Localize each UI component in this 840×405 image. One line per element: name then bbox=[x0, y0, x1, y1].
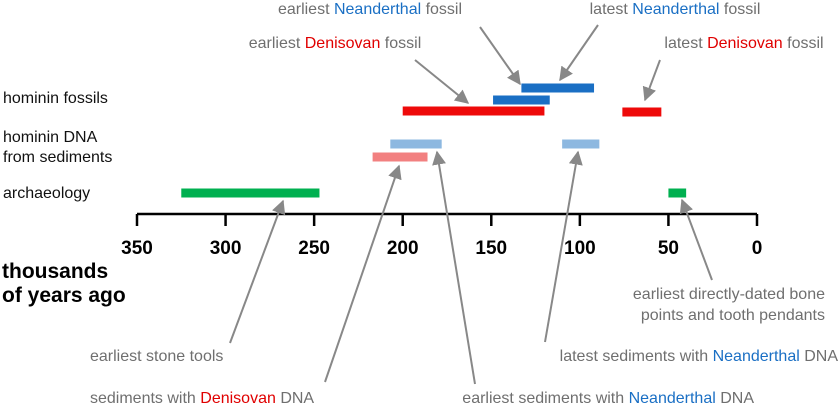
range-bar bbox=[181, 188, 320, 198]
annotation: earliest Neanderthal fossil bbox=[278, 1, 462, 18]
range-bar bbox=[493, 95, 550, 105]
annotation-part: sediments with bbox=[90, 390, 200, 405]
annotation-part: Denisovan bbox=[200, 390, 276, 405]
x-tick-label: 350 bbox=[121, 238, 153, 259]
annotation-part: DNA bbox=[800, 348, 839, 365]
arrow bbox=[479, 26, 521, 86]
annotation: latest Neanderthal fossil bbox=[590, 1, 761, 18]
range-bar bbox=[622, 107, 662, 117]
annotation-part: earliest bbox=[278, 1, 334, 18]
annotation-part: Neanderthal bbox=[632, 1, 719, 18]
range-bar bbox=[668, 188, 687, 198]
annotation-part: fossil bbox=[421, 1, 462, 18]
arrow bbox=[432, 150, 476, 385]
annotation-part: fossil bbox=[380, 35, 421, 52]
range-bar bbox=[562, 139, 600, 149]
annotation: earliest Denisovan fossil bbox=[249, 35, 422, 52]
annotation-part: latest bbox=[590, 1, 633, 18]
annotation-part: latest bbox=[664, 35, 707, 52]
annotation-part: Neanderthal bbox=[629, 390, 716, 405]
row-label: archaeology bbox=[3, 185, 90, 202]
annotation-part: Neanderthal bbox=[334, 1, 421, 18]
annotation-part: Denisovan bbox=[305, 35, 381, 52]
annotation-part: DNA bbox=[276, 390, 315, 405]
annotation-part: fossil bbox=[783, 35, 824, 52]
x-axis-label: thousands bbox=[2, 260, 108, 283]
arrow bbox=[679, 198, 713, 281]
annotation: sediments with Denisovan DNA bbox=[90, 390, 314, 405]
x-tick-label: 150 bbox=[475, 238, 507, 259]
annotation-part: Denisovan bbox=[707, 35, 783, 52]
annotation-part: DNA bbox=[716, 390, 755, 405]
annotation: latest sediments with Neanderthal DNA bbox=[560, 348, 839, 365]
x-tick-label: 0 bbox=[752, 238, 763, 259]
annotation-part: fossil bbox=[719, 1, 760, 18]
annotation: latest Denisovan fossil bbox=[664, 35, 823, 52]
annotation-part: earliest stone tools bbox=[90, 348, 223, 365]
arrow bbox=[559, 24, 599, 82]
annotation-part: earliest bbox=[249, 35, 305, 52]
row-label: from sediments bbox=[3, 149, 112, 166]
x-axis-label: of years ago bbox=[2, 284, 126, 307]
annotation-part: Neanderthal bbox=[713, 348, 800, 365]
annotation: earliest sediments with Neanderthal DNA bbox=[462, 390, 754, 405]
annotation-part: earliest sediments with bbox=[462, 390, 628, 405]
annotation: points and tooth pendants bbox=[641, 307, 825, 324]
row-label: hominin DNA bbox=[3, 129, 98, 146]
annotation-part: latest sediments with bbox=[560, 348, 713, 365]
annotation-part: points and tooth pendants bbox=[641, 307, 825, 324]
annotation: earliest directly-dated bone bbox=[633, 286, 825, 303]
x-tick-label: 50 bbox=[658, 238, 679, 259]
range-bar bbox=[390, 139, 442, 149]
x-tick-label: 250 bbox=[298, 238, 330, 259]
arrow bbox=[324, 164, 402, 383]
x-tick-label: 300 bbox=[210, 238, 242, 259]
range-bar bbox=[402, 106, 545, 116]
annotation-part: earliest directly-dated bone bbox=[633, 286, 825, 303]
range-bar bbox=[372, 152, 428, 162]
arrow bbox=[642, 59, 661, 102]
x-tick-label: 200 bbox=[387, 238, 419, 259]
arrow bbox=[414, 59, 470, 104]
range-bar bbox=[521, 83, 595, 93]
x-tick-label: 100 bbox=[564, 238, 596, 259]
annotation: earliest stone tools bbox=[90, 348, 223, 365]
arrow bbox=[544, 150, 583, 343]
arrow bbox=[229, 199, 286, 344]
row-label: hominin fossils bbox=[3, 90, 108, 107]
